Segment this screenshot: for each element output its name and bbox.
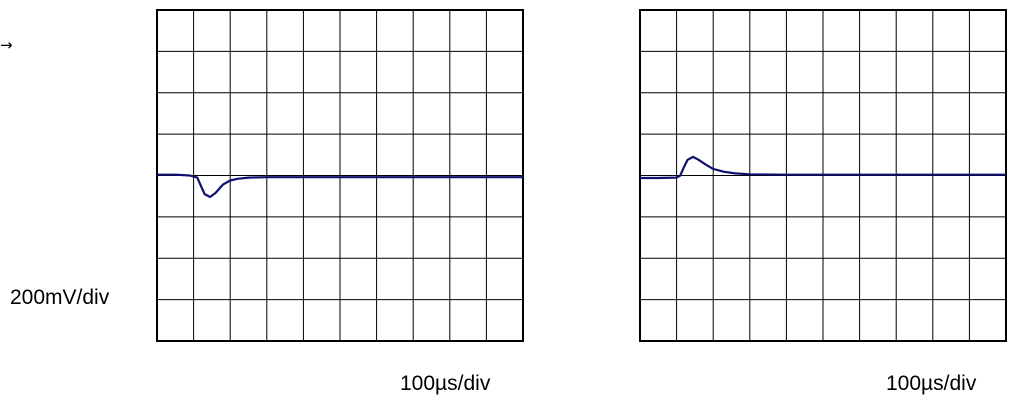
- scope-panel-2: [639, 9, 1007, 342]
- time-scale-label-left: 100µs/div: [400, 372, 491, 395]
- waveform-trace-1: [157, 173, 523, 199]
- waveform-trace-2: [640, 155, 1006, 180]
- scope-panel-1: [156, 9, 524, 342]
- vertical-scale-label: 200mV/div: [10, 286, 110, 309]
- waveform-marker-arrow: →: [0, 36, 13, 54]
- time-scale-label-right: 100µs/div: [886, 372, 977, 395]
